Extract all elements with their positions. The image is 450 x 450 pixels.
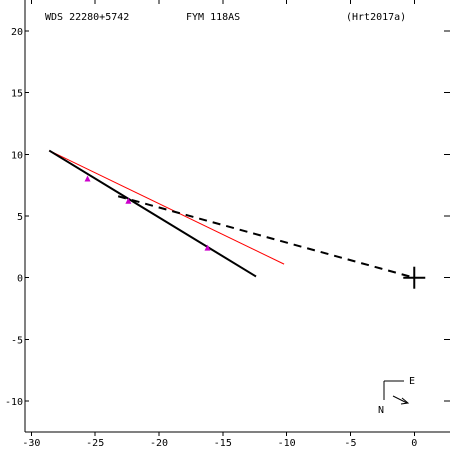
wds-label: WDS 22280+5742 [45, 12, 129, 23]
discoverer-label: FYM 118AS [186, 12, 240, 23]
y-tick-label: 5 [17, 212, 23, 223]
x-tick-label: -20 [150, 438, 168, 449]
compass: N E [378, 376, 415, 416]
compass-east-label: E [409, 376, 415, 387]
red-fit-line [49, 150, 285, 265]
y-tick-label: 10 [11, 150, 23, 161]
compass-north-label: N [378, 405, 384, 416]
observation-point [125, 197, 132, 204]
y-tick-label: 20 [11, 27, 23, 38]
observation-point [84, 175, 91, 182]
x-tick-label: -25 [86, 438, 104, 449]
x-tick-label: -5 [344, 438, 356, 449]
y-tick-label: -10 [5, 397, 23, 408]
y-tick-label: 15 [11, 89, 23, 100]
plot-series [48, 149, 426, 289]
x-tick-label: -10 [278, 438, 296, 449]
x-tick-label: -15 [214, 438, 232, 449]
x-tick-label: 0 [411, 438, 417, 449]
dashed-line [117, 195, 415, 279]
observation-point [204, 244, 211, 251]
y-tick-label: 0 [17, 274, 23, 285]
x-tick-label: -30 [22, 438, 40, 449]
motion-arrow-head [400, 397, 410, 405]
reference-label: (Hrt2017a) [346, 12, 406, 23]
y-tick-label: -5 [11, 335, 23, 346]
orbit-line [48, 149, 257, 278]
motion-arrow-shaft [392, 395, 408, 404]
axis-ticks: -30 -25 -20 -15 -10 -5 0 -10 -5 0 5 10 15 20 [5, 0, 450, 449]
